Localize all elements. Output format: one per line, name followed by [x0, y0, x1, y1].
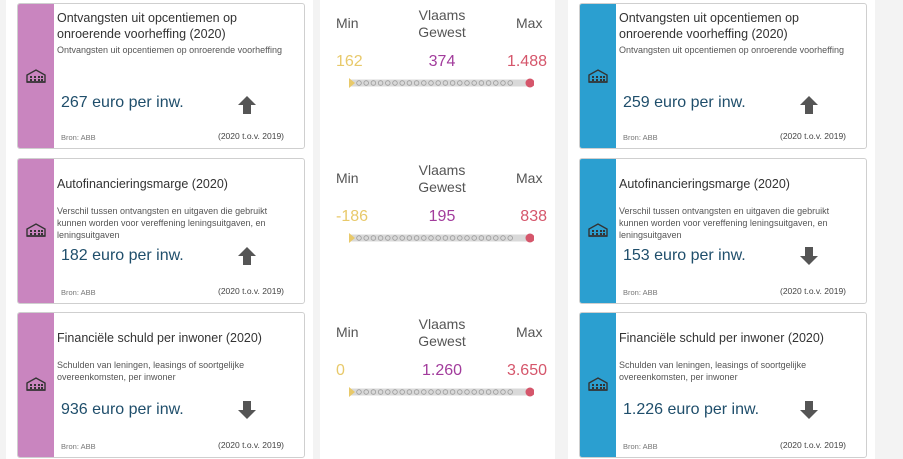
right-indicator-card[interactable]: Financiële schuld per inwoner (2020) Schu… [579, 312, 867, 458]
building-icon [26, 223, 46, 237]
arrow-up-icon [798, 94, 820, 116]
building-icon [588, 69, 608, 83]
period-label: (2020 t.o.v. 2019) [218, 286, 284, 296]
category-stripe [580, 313, 616, 457]
range-bar [347, 75, 535, 88]
building-icon [26, 69, 46, 83]
min-label: Min [336, 170, 359, 186]
region-value: 1.260 [421, 362, 463, 379]
max-label: Max [516, 170, 543, 186]
min-label: Min [336, 324, 359, 340]
indicator-description: Ontvangsten uit opcentiemen op onroerend… [57, 45, 282, 55]
source-label: Bron: ABB [623, 133, 658, 142]
source-label: Bron: ABB [623, 442, 658, 451]
right-indicator-card[interactable]: Ontvangsten uit opcentiemen op onroerend… [579, 3, 867, 149]
indicator-title: Financiële schuld per inwoner (2020) [57, 331, 262, 345]
indicator-title: Autofinancieringsmarge (2020) [57, 177, 228, 191]
left-indicator-card[interactable]: Financiële schuld per inwoner (2020) Schu… [17, 312, 305, 458]
period-label: (2020 t.o.v. 2019) [218, 131, 284, 141]
period-label: (2020 t.o.v. 2019) [218, 440, 284, 450]
period-label: (2020 t.o.v. 2019) [780, 131, 846, 141]
indicator-value: 182 euro per inw. [61, 247, 184, 264]
indicator-value: 936 euro per inw. [61, 401, 184, 418]
category-stripe [18, 159, 54, 303]
range-bar [347, 230, 535, 243]
left-indicator-card[interactable]: Ontvangsten uit opcentiemen op onroerend… [17, 3, 305, 149]
region-label: Vlaams Gewest [418, 316, 466, 349]
min-value: -186 [336, 208, 369, 225]
min-value: 162 [336, 53, 363, 70]
building-icon [588, 377, 608, 391]
max-label: Max [516, 324, 543, 340]
category-stripe [18, 4, 54, 148]
indicator-description: Ontvangsten uit opcentiemen op onroerend… [619, 45, 844, 55]
building-icon [588, 223, 608, 237]
indicator-title: Ontvangsten uit opcentiemen op onroerend… [57, 11, 237, 41]
min-label: Min [336, 15, 359, 31]
indicator-value: 153 euro per inw. [623, 247, 746, 264]
indicator-description: Schulden van leningen, leasings of soort… [57, 360, 245, 382]
indicator-description: Schulden van leningen, leasings of soort… [619, 360, 807, 382]
region-label: Vlaams Gewest [418, 162, 466, 195]
arrow-down-icon [236, 399, 258, 421]
indicator-title: Ontvangsten uit opcentiemen op onroerend… [619, 11, 799, 41]
region-value: 195 [428, 208, 456, 225]
range-comparison: Min Vlaams Gewest Max 0 1.260 3.650 [320, 312, 555, 458]
arrow-down-icon [798, 399, 820, 421]
source-label: Bron: ABB [61, 133, 96, 142]
indicator-value: 267 euro per inw. [61, 94, 184, 111]
max-value: 3.650 [506, 362, 547, 379]
category-stripe [580, 4, 616, 148]
region-label: Vlaams Gewest [418, 7, 466, 40]
indicator-value: 1.226 euro per inw. [623, 401, 760, 418]
source-label: Bron: ABB [623, 288, 658, 297]
max-value: 1.488 [506, 53, 547, 70]
period-label: (2020 t.o.v. 2019) [780, 440, 846, 450]
left-indicator-card[interactable]: Autofinancieringsmarge (2020) Verschil tu… [17, 158, 305, 304]
indicator-description: Verschil tussen ontvangsten en uitgaven … [57, 206, 268, 240]
arrow-down-icon [798, 245, 820, 267]
source-label: Bron: ABB [61, 442, 96, 451]
region-value: 374 [428, 53, 456, 70]
arrow-up-icon [236, 94, 258, 116]
max-label: Max [516, 15, 543, 31]
range-bar [347, 384, 535, 397]
right-indicator-card[interactable]: Autofinancieringsmarge (2020) Verschil tu… [579, 158, 867, 304]
arrow-up-icon [236, 245, 258, 267]
min-value: 0 [336, 362, 345, 379]
indicator-title: Autofinancieringsmarge (2020) [619, 177, 790, 191]
range-comparison: Min Vlaams Gewest Max 162 374 1.488 [320, 3, 555, 149]
max-value: 838 [520, 208, 547, 225]
source-label: Bron: ABB [61, 288, 96, 297]
building-icon [26, 377, 46, 391]
indicator-title: Financiële schuld per inwoner (2020) [619, 331, 824, 345]
indicator-value: 259 euro per inw. [623, 94, 746, 111]
period-label: (2020 t.o.v. 2019) [780, 286, 846, 296]
middle-column [320, 0, 555, 459]
category-stripe [18, 313, 54, 457]
category-stripe [580, 159, 616, 303]
range-comparison: Min Vlaams Gewest Max -186 195 838 [320, 158, 555, 304]
indicator-description: Verschil tussen ontvangsten en uitgaven … [619, 206, 830, 240]
